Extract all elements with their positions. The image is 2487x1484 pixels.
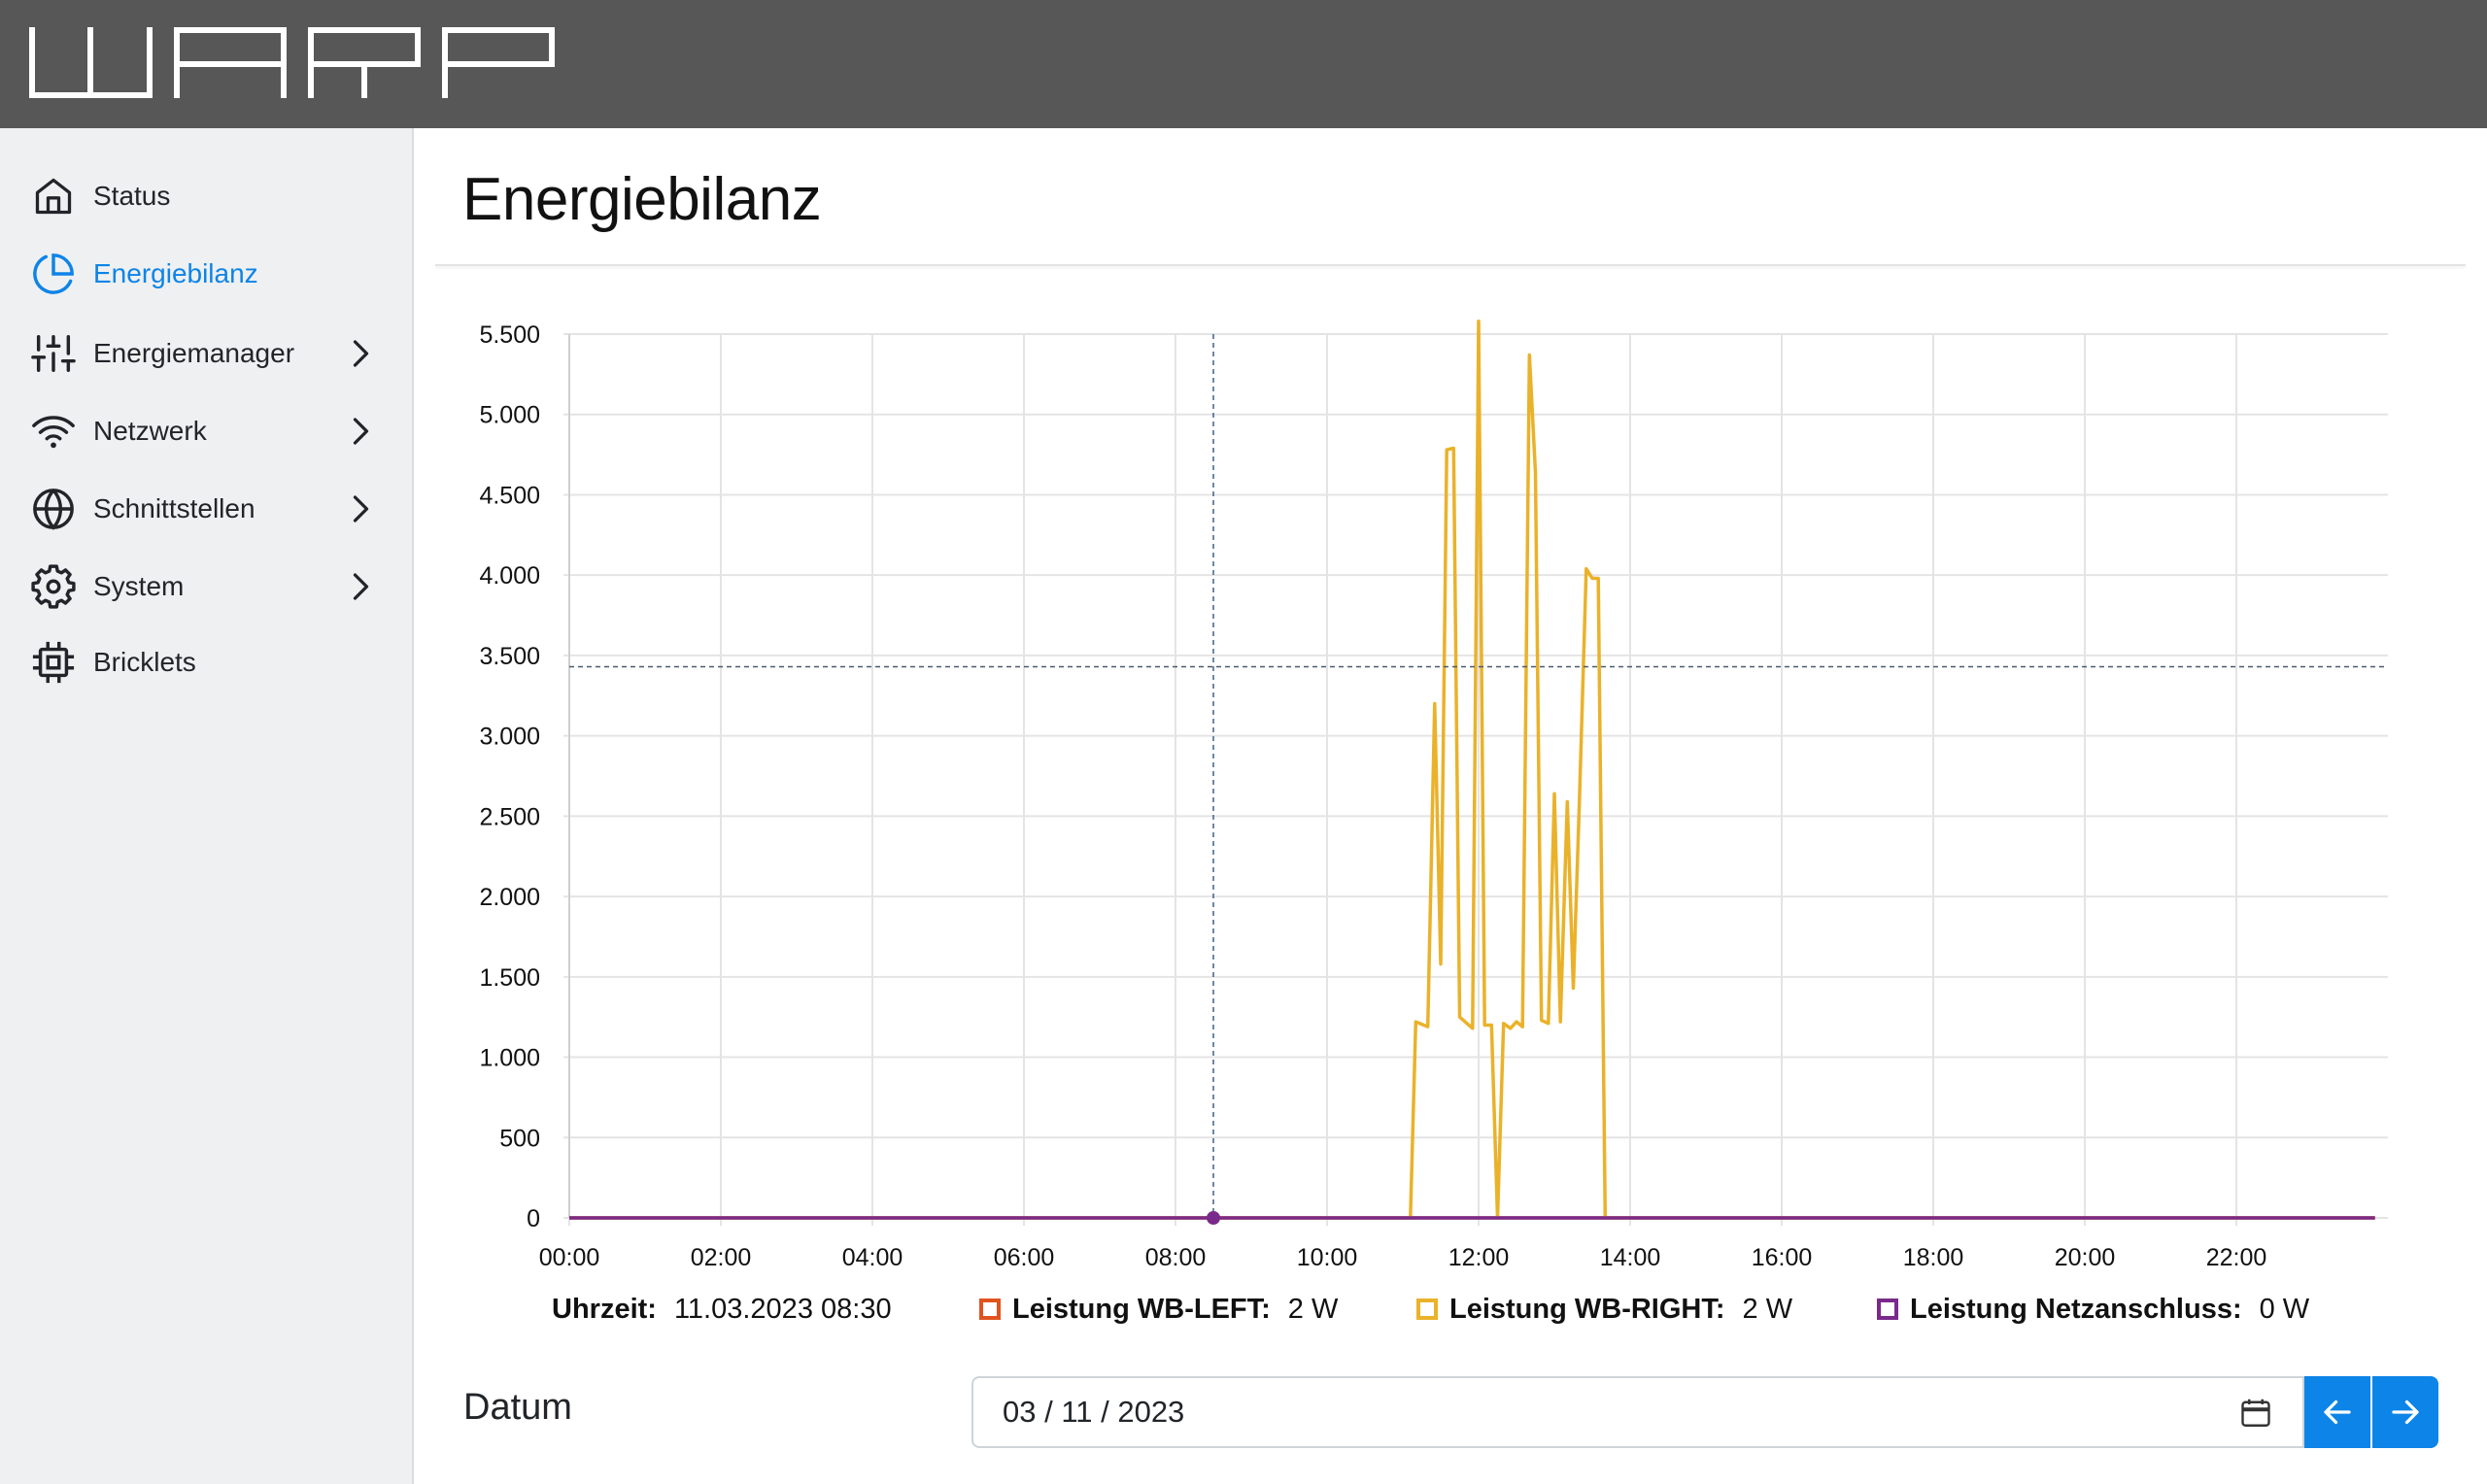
y-tick-label: 1.000 xyxy=(479,1045,540,1072)
x-tick-label: 06:00 xyxy=(994,1244,1055,1271)
chip-icon xyxy=(31,640,76,685)
chart-cursor xyxy=(569,334,2388,1225)
page-title: Energiebilanz xyxy=(462,166,822,233)
legend-time: Uhrzeit: 11.03.2023 08:30 xyxy=(552,1286,892,1332)
y-tick-label: 3.000 xyxy=(479,724,540,751)
sidebar: Status Energiebilanz Energiemanager Netz… xyxy=(0,128,414,1484)
legend-time-label: Uhrzeit: xyxy=(552,1293,657,1325)
sidebar-item-label: Schnittstellen xyxy=(93,493,256,523)
energy-chart[interactable]: 0 500 1.000 1.500 2.000 2.500 3.000 3.500 4.000 4… xyxy=(0,0,2487,1282)
globe-icon xyxy=(31,487,76,531)
series-line-leistung-wb-right xyxy=(569,320,2375,1220)
arrow-right-icon xyxy=(2392,1400,2419,1425)
x-tick-label: 00:00 xyxy=(539,1244,600,1271)
sidebar-item-label: Netzwerk xyxy=(93,416,207,446)
sidebar-item-label: Energiemanager xyxy=(93,338,295,368)
chevron-right-icon xyxy=(353,573,369,600)
x-tick-label: 22:00 xyxy=(2206,1244,2267,1271)
home-icon xyxy=(31,174,76,219)
cursor-point xyxy=(1207,1211,1220,1225)
x-tick-label: 10:00 xyxy=(1297,1244,1358,1271)
wifi-icon xyxy=(31,409,76,454)
gear-icon xyxy=(31,564,76,609)
legend-swatch xyxy=(1877,1298,1898,1320)
chevron-right-icon xyxy=(353,495,369,523)
chevron-right-icon xyxy=(353,340,369,367)
chevron-right-icon xyxy=(353,418,369,445)
x-tick-label: 02:00 xyxy=(691,1244,752,1271)
legend-entry-name: Leistung WB-LEFT: xyxy=(1012,1293,1271,1325)
pie-chart-icon xyxy=(31,252,76,296)
sidebar-item-system[interactable]: System xyxy=(0,548,412,625)
sidebar-item-energiebilanz[interactable]: Energiebilanz xyxy=(0,235,412,313)
legend-entry-name: Leistung Netzanschluss: xyxy=(1910,1293,2242,1325)
y-tick-label: 2.000 xyxy=(479,884,540,911)
sidebar-item-energiemanager[interactable]: Energiemanager xyxy=(0,315,412,392)
x-axis-ticks: 00:00 02:00 04:00 06:00 08:00 10:00 12:00 14:00… xyxy=(539,1244,2267,1271)
legend-swatch xyxy=(979,1298,1001,1320)
legend-entry-netzanschluss[interactable]: Leistung Netzanschluss: 0 W xyxy=(1877,1286,2309,1332)
legend-entry-wb-left[interactable]: Leistung WB-LEFT: 2 W xyxy=(979,1286,1338,1332)
sidebar-item-schnittstellen[interactable]: Schnittstellen xyxy=(0,470,412,548)
y-tick-label: 3.500 xyxy=(479,643,540,670)
legend-entry-wb-right[interactable]: Leistung WB-RIGHT: 2 W xyxy=(1416,1286,1792,1332)
y-tick-label: 4.000 xyxy=(479,562,540,590)
y-axis-ticks: 0 500 1.000 1.500 2.000 2.500 3.000 3.500 4.000 4… xyxy=(479,321,540,1232)
sidebar-item-netzwerk[interactable]: Netzwerk xyxy=(0,392,412,470)
y-tick-label: 2.500 xyxy=(479,803,540,830)
date-input[interactable]: 03 / 11 / 2023 xyxy=(971,1376,2304,1448)
sidebar-item-label: Status xyxy=(93,181,171,211)
x-tick-label: 14:00 xyxy=(1600,1244,1661,1271)
y-tick-label: 500 xyxy=(499,1125,540,1152)
legend-entry-value: 0 W xyxy=(2259,1293,2310,1325)
date-input-value: 03 / 11 / 2023 xyxy=(1003,1395,1185,1429)
next-day-button[interactable] xyxy=(2372,1376,2438,1448)
previous-day-button[interactable] xyxy=(2304,1376,2370,1448)
sidebar-item-label: Energiebilanz xyxy=(93,258,258,288)
y-tick-label: 4.500 xyxy=(479,482,540,509)
legend-entry-name: Leistung WB-RIGHT: xyxy=(1449,1293,1725,1325)
warp-logo[interactable] xyxy=(29,27,556,99)
legend-entry-value: 2 W xyxy=(1742,1293,1793,1325)
date-label: Datum xyxy=(463,1387,572,1428)
calendar-icon[interactable] xyxy=(2238,1396,2273,1431)
x-tick-label: 16:00 xyxy=(1752,1244,1813,1271)
x-tick-label: 20:00 xyxy=(2055,1244,2116,1271)
main-content: Energiebilanz xyxy=(414,128,2487,1484)
title-divider xyxy=(435,264,2466,266)
sidebar-item-bricklets[interactable]: Bricklets xyxy=(0,624,412,701)
y-tick-label: 5.500 xyxy=(479,321,540,349)
chart-series xyxy=(569,320,2375,1220)
arrow-left-icon xyxy=(2324,1400,2351,1425)
sidebar-item-label: Bricklets xyxy=(93,647,196,677)
x-tick-label: 08:00 xyxy=(1145,1244,1207,1271)
sliders-icon xyxy=(31,331,76,376)
x-tick-label: 18:00 xyxy=(1903,1244,1964,1271)
x-tick-label: 12:00 xyxy=(1448,1244,1510,1271)
y-tick-label: 0 xyxy=(527,1205,540,1232)
sidebar-item-label: System xyxy=(93,571,185,601)
legend-time-value: 11.03.2023 08:30 xyxy=(673,1293,892,1325)
sidebar-item-status[interactable]: Status xyxy=(0,157,412,235)
header-bar xyxy=(0,0,2487,128)
legend-entry-value: 2 W xyxy=(1287,1293,1339,1325)
y-tick-label: 1.500 xyxy=(479,964,540,992)
x-tick-label: 04:00 xyxy=(842,1244,903,1271)
legend-swatch xyxy=(1416,1298,1438,1320)
y-tick-label: 5.000 xyxy=(479,402,540,429)
